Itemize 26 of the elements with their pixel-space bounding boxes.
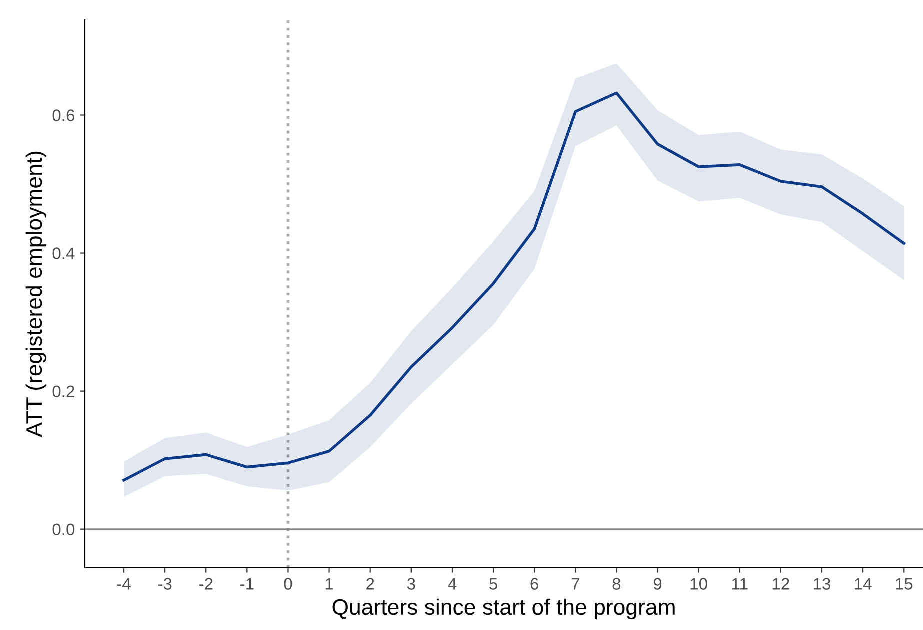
x-tick-label: 9 — [654, 578, 662, 590]
x-tick-label: 15 — [896, 578, 913, 590]
x-tick-label: 14 — [855, 578, 872, 590]
x-tick-label: 8 — [612, 578, 621, 590]
y-tick-label: 0.6 — [52, 110, 75, 122]
x-tick-label: 7 — [572, 578, 580, 590]
x-tick-label: 5 — [490, 578, 498, 590]
x-tick-label: 1 — [326, 578, 334, 590]
x-tick-label: -1 — [240, 578, 254, 590]
x-tick-label: 11 — [732, 578, 748, 590]
y-tick-label: 0.2 — [52, 386, 74, 398]
x-tick-label: 12 — [772, 578, 790, 590]
x-tick-label: 10 — [690, 578, 708, 590]
x-tick-label: 3 — [407, 578, 416, 590]
x-tick-label: 0 — [284, 578, 292, 590]
x-tick-label: 2 — [366, 578, 374, 590]
y-axis-title: ATT (registered employment) — [26, 152, 47, 438]
y-tick-label: 0.4 — [52, 248, 75, 260]
x-tick-label: -4 — [117, 578, 131, 590]
x-tick-label: -3 — [158, 578, 172, 590]
x-axis-title: Quarters since start of the program — [332, 598, 675, 620]
x-tick-label: 6 — [530, 578, 538, 590]
x-tick-label: -2 — [199, 578, 213, 590]
y-tick-label: 0.0 — [52, 524, 75, 536]
x-tick-label: 4 — [448, 578, 457, 590]
x-tick-label: 13 — [814, 578, 831, 590]
